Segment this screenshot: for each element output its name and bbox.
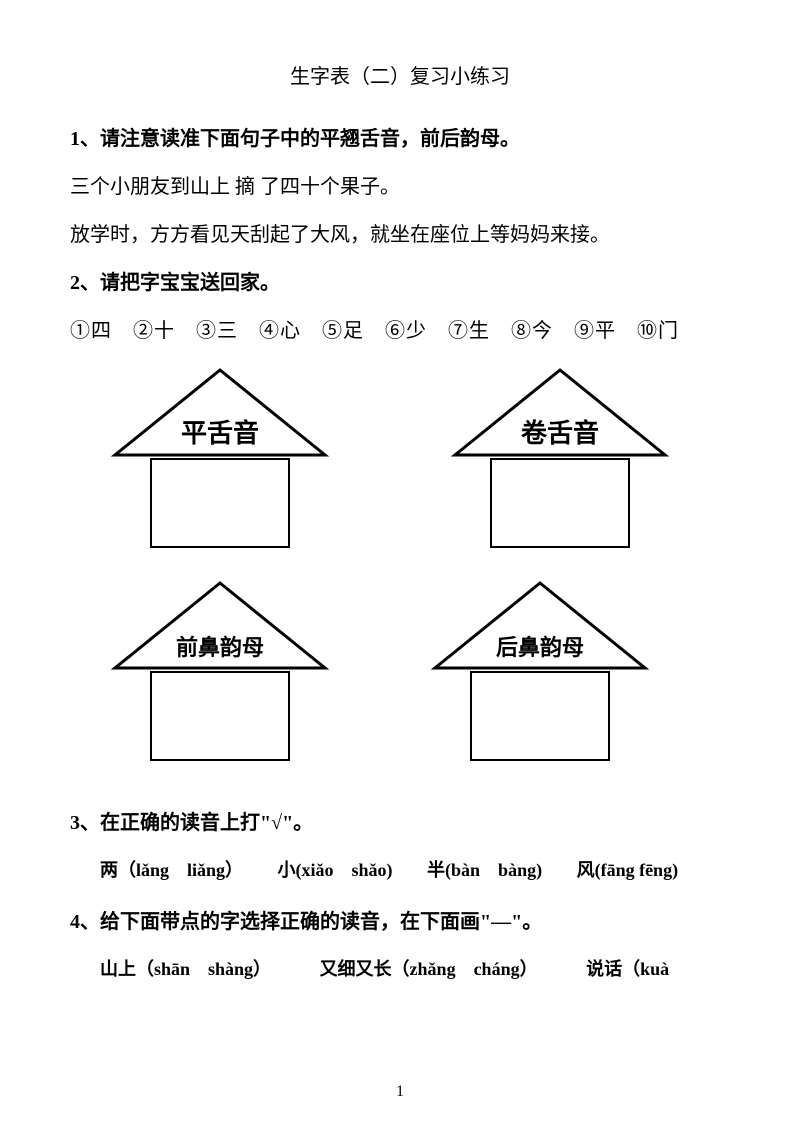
- house-back-nasal: 后鼻韵母: [430, 578, 650, 761]
- houses-row-1: 平舌音 卷舌音: [70, 365, 730, 548]
- roof-icon: 平舌音: [110, 365, 330, 460]
- page-number: 1: [0, 1083, 800, 1101]
- q3-item-1: 两（lǎng liǎng）: [100, 860, 243, 880]
- roof-icon: 卷舌音: [450, 365, 670, 460]
- house-label: 平舌音: [110, 413, 330, 450]
- page-title: 生字表（二）复习小练习: [70, 60, 730, 89]
- houses-row-2: 前鼻韵母 后鼻韵母: [70, 578, 730, 761]
- q2-char-list: ①四 ②十 ③三 ④心 ⑤足 ⑥少 ⑦生 ⑧今 ⑨平 ⑩门: [70, 309, 730, 353]
- house-flat-tongue: 平舌音: [110, 365, 330, 548]
- q1-label: 1、请注意读准下面句子中的平翘舌音，前后韵母。: [70, 117, 730, 161]
- house-front-nasal: 前鼻韵母: [110, 578, 330, 761]
- q1-sentence-1: 三个小朋友到山上 摘 了四十个果子。: [70, 165, 730, 209]
- house-curled-tongue: 卷舌音: [450, 365, 670, 548]
- house-box: [470, 671, 610, 761]
- q4-item-3: 说话（kuà: [586, 959, 669, 979]
- house-label: 卷舌音: [450, 413, 670, 450]
- q4-label: 4、给下面带点的字选择正确的读音，在下面画"—"。: [70, 900, 730, 944]
- q3-item-4: 风(fāng fēng): [577, 860, 679, 880]
- q2-label: 2、请把字宝宝送回家。: [70, 261, 730, 305]
- house-box: [150, 671, 290, 761]
- q4-items: 山上（shān shàng） 又细又长（zhǎng cháng） 说话（kuà: [70, 948, 730, 991]
- q4-item-1: 山上（shān shàng）: [100, 959, 271, 979]
- q1-sentence-2: 放学时，方方看见天刮起了大风，就坐在座位上等妈妈来接。: [70, 213, 730, 257]
- q3-item-2: 小(xiǎo shǎo): [278, 860, 393, 880]
- house-label: 前鼻韵母: [110, 630, 330, 662]
- house-box: [490, 458, 630, 548]
- house-box: [150, 458, 290, 548]
- house-label: 后鼻韵母: [430, 630, 650, 662]
- roof-icon: 后鼻韵母: [430, 578, 650, 673]
- q3-items: 两（lǎng liǎng） 小(xiǎo shǎo) 半(bàn bàng) 风…: [70, 849, 730, 892]
- q3-item-3: 半(bàn bàng): [427, 860, 542, 880]
- roof-icon: 前鼻韵母: [110, 578, 330, 673]
- q3-label: 3、在正确的读音上打"√"。: [70, 801, 730, 845]
- q4-item-2: 又细又长（zhǎng cháng）: [320, 959, 538, 979]
